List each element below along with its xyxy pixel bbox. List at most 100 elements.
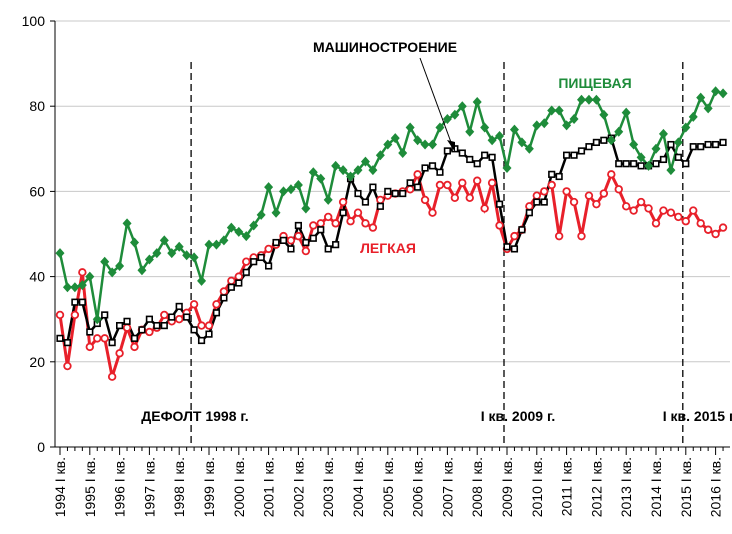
- marker: [711, 86, 721, 97]
- marker: [554, 105, 564, 116]
- marker: [413, 183, 422, 191]
- marker: [466, 155, 474, 164]
- event-label: ДЕФОЛТ 1998 г.: [141, 408, 248, 424]
- marker: [703, 103, 713, 114]
- marker: [309, 221, 318, 230]
- marker: [63, 339, 72, 347]
- marker: [101, 311, 109, 319]
- marker: [711, 140, 720, 149]
- marker: [644, 160, 654, 171]
- marker: [308, 167, 318, 178]
- marker: [264, 244, 273, 254]
- y-tick-label: 20: [29, 354, 45, 370]
- marker: [93, 334, 102, 343]
- marker: [636, 152, 646, 163]
- x-tick-label: 2006 I кв.: [410, 457, 426, 517]
- marker: [70, 282, 80, 293]
- x-tick-label: 1994 I кв.: [52, 457, 68, 517]
- marker: [719, 138, 727, 147]
- marker: [674, 212, 683, 222]
- marker: [234, 226, 244, 237]
- marker: [56, 334, 64, 342]
- marker: [495, 200, 504, 208]
- marker: [257, 253, 265, 262]
- marker: [420, 195, 430, 205]
- marker: [599, 109, 609, 120]
- marker: [116, 321, 124, 330]
- marker: [540, 187, 549, 196]
- marker: [108, 339, 116, 347]
- marker: [651, 143, 661, 154]
- marker: [607, 170, 616, 179]
- marker: [659, 155, 668, 164]
- marker: [302, 238, 310, 247]
- marker: [152, 248, 162, 259]
- marker: [294, 231, 303, 241]
- marker: [272, 238, 280, 247]
- marker: [212, 309, 221, 317]
- marker: [689, 206, 698, 215]
- marker: [533, 198, 541, 206]
- x-tick-label: 2000 I кв.: [231, 457, 247, 517]
- marker: [122, 323, 132, 332]
- marker: [332, 241, 340, 249]
- marker: [55, 310, 65, 320]
- marker: [569, 113, 579, 124]
- marker: [331, 160, 341, 171]
- marker: [509, 124, 519, 135]
- marker: [399, 189, 407, 198]
- marker: [354, 189, 362, 198]
- marker: [226, 222, 236, 233]
- marker: [548, 170, 556, 178]
- marker: [368, 165, 378, 176]
- marker: [591, 94, 601, 105]
- marker: [614, 126, 624, 137]
- marker: [211, 239, 221, 250]
- marker: [592, 199, 601, 209]
- marker: [622, 160, 630, 168]
- arrow: [419, 57, 453, 146]
- marker: [86, 328, 94, 336]
- marker: [525, 209, 533, 217]
- marker: [473, 160, 481, 168]
- x-tick-label: 2012 I кв.: [588, 457, 604, 517]
- marker: [242, 268, 250, 276]
- marker: [174, 315, 184, 324]
- marker: [197, 321, 206, 330]
- marker: [219, 235, 229, 246]
- marker: [585, 143, 593, 151]
- marker: [457, 101, 467, 112]
- marker: [376, 195, 385, 205]
- marker: [78, 268, 87, 277]
- marker: [107, 267, 117, 278]
- marker: [361, 198, 370, 206]
- marker: [487, 178, 497, 188]
- marker: [599, 189, 609, 198]
- x-tick-label: 2001 I кв.: [261, 457, 277, 517]
- marker: [667, 140, 675, 149]
- marker: [696, 219, 705, 228]
- marker: [174, 241, 184, 252]
- marker: [421, 164, 429, 172]
- x-tick-label: 2011 I кв.: [559, 457, 575, 516]
- marker: [518, 226, 526, 234]
- marker: [85, 342, 94, 352]
- marker: [436, 168, 444, 176]
- marker: [368, 223, 378, 232]
- marker: [606, 135, 616, 146]
- marker: [577, 231, 586, 241]
- marker: [555, 172, 563, 181]
- marker: [92, 314, 102, 325]
- marker: [524, 143, 534, 154]
- marker: [286, 236, 296, 245]
- marker: [175, 302, 183, 311]
- marker: [249, 220, 259, 231]
- marker: [398, 148, 408, 159]
- marker: [592, 138, 600, 147]
- marker: [220, 294, 228, 302]
- marker: [160, 321, 168, 330]
- marker: [235, 279, 243, 287]
- marker: [293, 180, 303, 191]
- marker: [621, 107, 631, 118]
- marker: [682, 160, 690, 168]
